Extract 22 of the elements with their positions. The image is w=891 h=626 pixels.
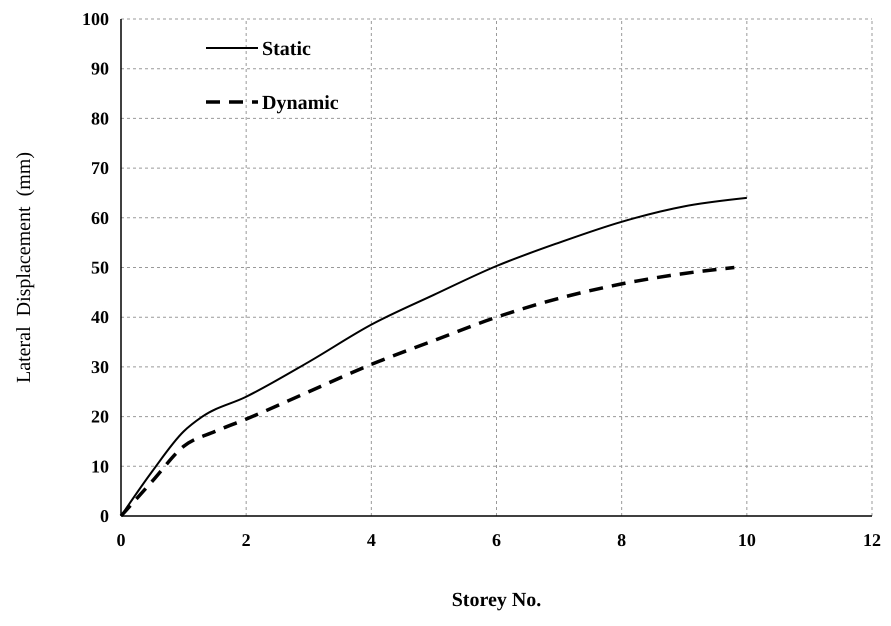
legend-label: Static <box>262 38 311 60</box>
x-tick-label: 6 <box>492 530 501 550</box>
y-tick-label: 50 <box>91 258 109 278</box>
x-tick-label: 4 <box>366 530 376 550</box>
y-tick-label: 60 <box>91 208 109 228</box>
y-tick-label: 70 <box>91 158 109 178</box>
x-tick-label: 8 <box>617 530 626 550</box>
y-tick-label: 90 <box>91 58 109 79</box>
x-tick-label: 2 <box>242 530 251 550</box>
y-tick-label: 10 <box>91 456 109 476</box>
y-tick-label: 20 <box>91 406 109 427</box>
y-axis-title: Lateral Displacement (mm) <box>13 152 35 384</box>
x-axis-title: Storey No. <box>452 589 542 611</box>
y-tick-label: 30 <box>91 356 109 377</box>
x-tick-label: 0 <box>116 530 126 550</box>
y-tick-label: 100 <box>82 9 109 29</box>
x-tick-label: 10 <box>738 530 756 550</box>
y-tick-label: 80 <box>91 108 109 128</box>
x-tick-label: 12 <box>863 530 881 550</box>
legend-label: Dynamic <box>262 92 339 114</box>
y-tick-label: 40 <box>91 307 109 328</box>
y-tick-label: 0 <box>100 506 109 526</box>
